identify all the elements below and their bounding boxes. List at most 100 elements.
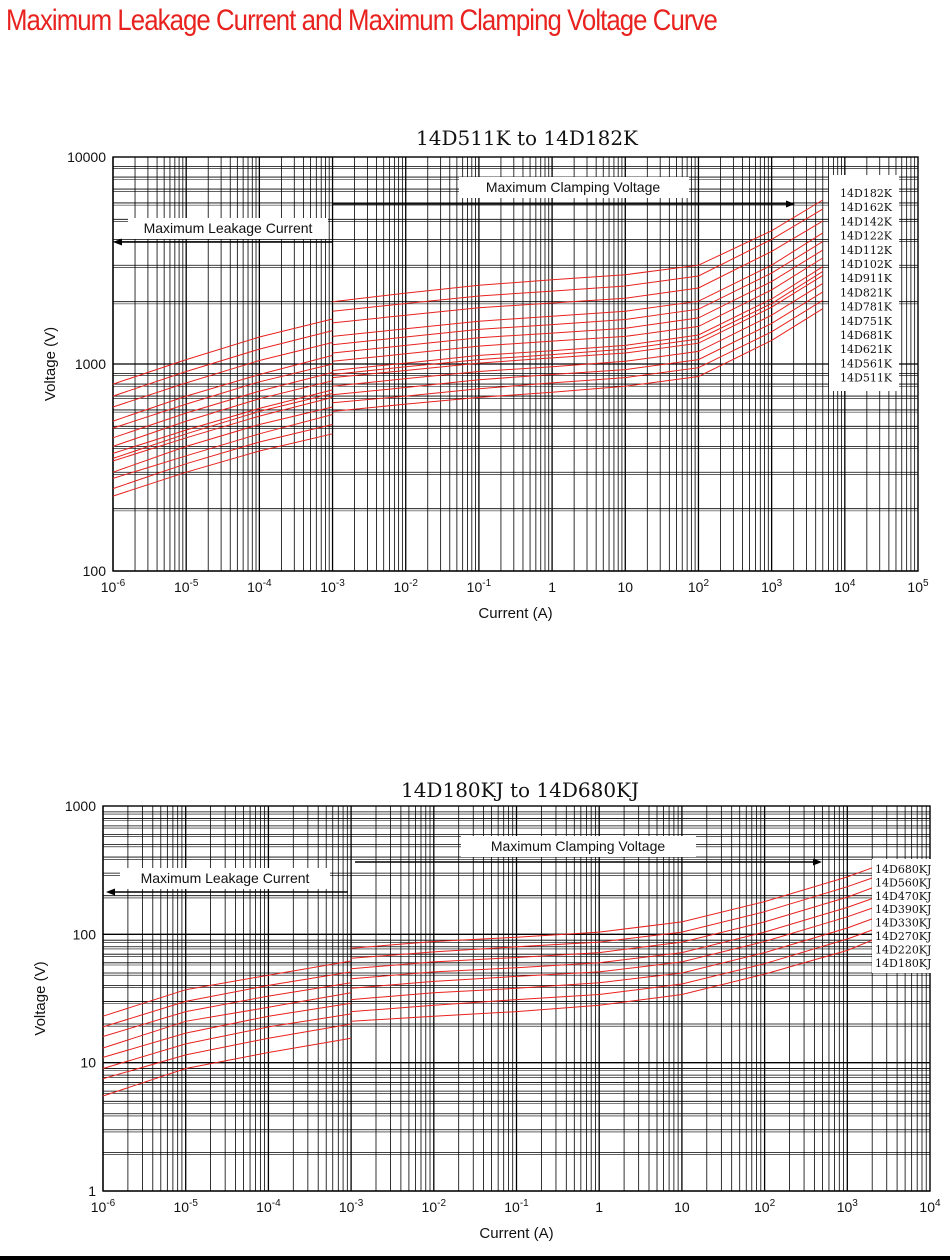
- clamping-annotation: Maximum Clamping Voltage: [491, 838, 666, 854]
- x-tick-base: 10: [617, 579, 633, 595]
- y-tick-label: 100: [73, 926, 97, 942]
- x-tick-exponent: 2: [770, 1198, 776, 1209]
- x-tick-base: 10: [837, 1199, 853, 1215]
- x-tick-label: 103: [837, 1198, 859, 1215]
- x-tick-base: 10: [339, 1199, 355, 1215]
- grid: [102, 805, 931, 1192]
- legend-entry: 14D470KJ: [875, 890, 931, 903]
- legend-entry: 14D122K: [840, 230, 893, 243]
- x-tick-label: 10: [674, 1199, 690, 1215]
- x-tick-exponent: -5: [189, 1198, 198, 1209]
- x-tick-label: 10-6: [101, 578, 126, 595]
- curve-clamping-14d751k: [332, 274, 824, 379]
- legend-entry: 14D220KJ: [875, 943, 931, 956]
- curve-clamping-14d821k: [332, 266, 824, 371]
- x-tick-base: 10: [393, 579, 409, 595]
- series-curves: [112, 199, 824, 497]
- x-tick-exponent: -1: [482, 578, 491, 589]
- bottom-rule: [0, 1256, 950, 1260]
- legend-entry: 14D112K: [840, 244, 893, 257]
- curve-leakage-14d821k: [112, 389, 333, 454]
- series-curves: [102, 867, 873, 1097]
- page-title: Maximum Leakage Current and Maximum Clam…: [6, 4, 718, 37]
- legend-entry: 14D102K: [840, 258, 893, 271]
- y-tick-label: 1000: [65, 798, 96, 814]
- x-tick-label: 1: [595, 1199, 603, 1215]
- legend-entry: 14D560KJ: [875, 876, 931, 889]
- legend-entry: 14D621K: [840, 343, 893, 356]
- clamping-arrow-head: [813, 858, 822, 866]
- curve-clamping-14d511k: [332, 308, 824, 412]
- chart-title: 14D180KJ to 14D680KJ: [401, 778, 639, 802]
- x-tick-label: 10-3: [320, 578, 345, 595]
- y-tick-label: 100: [83, 563, 107, 579]
- legend-entry: 14D561K: [840, 357, 893, 370]
- curve-clamping-14d390kj: [351, 898, 873, 980]
- y-axis-label: Voltage (V): [32, 961, 49, 1035]
- curve-leakage-14d142k: [112, 342, 333, 408]
- x-tick-label: 10-3: [339, 1198, 364, 1215]
- x-tick-base: 10: [907, 579, 923, 595]
- leakage-annotation: Maximum Leakage Current: [141, 870, 310, 886]
- leakage-annotation: Maximum Leakage Current: [144, 220, 313, 236]
- curve-leakage-14d470kj: [102, 982, 352, 1037]
- x-tick-exponent: -2: [409, 578, 418, 589]
- x-tick-base: 1: [548, 579, 556, 595]
- curve-leakage-14d220kj: [102, 1023, 352, 1080]
- x-tick-base: 10: [247, 579, 263, 595]
- x-tick-base: 10: [467, 579, 483, 595]
- clamping-annotation: Maximum Clamping Voltage: [486, 179, 661, 195]
- x-tick-label: 103: [761, 578, 783, 595]
- leakage-label-bg: [120, 868, 330, 889]
- x-axis-label: Current (A): [479, 1225, 553, 1242]
- curve-clamping-14d122k: [332, 232, 824, 337]
- x-tick-base: 10: [320, 579, 336, 595]
- plot-frame: [112, 156, 919, 572]
- curve-clamping-14d112k: [332, 241, 824, 346]
- curve-clamping-14d330kj: [351, 907, 873, 989]
- x-tick-base: 10: [174, 579, 190, 595]
- curve-clamping-14d220kj: [351, 929, 873, 1013]
- curve-leakage-14d102k: [112, 372, 333, 439]
- curve-clamping-14d680kj: [351, 867, 873, 949]
- x-tick-exponent: -2: [437, 1198, 446, 1209]
- legend-entry: 14D390KJ: [875, 903, 931, 916]
- x-tick-label: 10-2: [422, 1198, 447, 1215]
- legend-entry: 14D142K: [840, 215, 893, 228]
- x-tick-base: 10: [834, 579, 850, 595]
- x-tick-base: 10: [674, 1199, 690, 1215]
- x-tick-exponent: -1: [520, 1198, 529, 1209]
- curve-clamping-14d270kj: [351, 918, 873, 1001]
- legend-entry: 14D330KJ: [875, 917, 931, 930]
- x-tick-exponent: -6: [116, 578, 125, 589]
- x-tick-base: 10: [422, 1199, 438, 1215]
- x-tick-label: 102: [754, 1198, 776, 1215]
- curve-clamping-14d681k: [332, 282, 824, 387]
- curve-clamping-14d781k: [332, 270, 824, 375]
- legend-entry: 14D751K: [840, 315, 893, 328]
- curve-leakage-14d180kj: [102, 1037, 352, 1097]
- x-tick-base: 10: [173, 1199, 189, 1215]
- curve-leakage-14d680kj: [102, 960, 352, 1017]
- x-tick-label: 1: [548, 579, 556, 595]
- curve-clamping-14d180kj: [351, 939, 873, 1022]
- curve-clamping-14d911k: [332, 257, 824, 362]
- x-tick-label: 10-5: [173, 1198, 198, 1215]
- legend-entry: 14D681K: [840, 329, 893, 342]
- legend-entry: 14D680KJ: [875, 863, 931, 876]
- x-tick-base: 10: [101, 579, 117, 595]
- y-tick-label: 10000: [67, 149, 106, 165]
- curve-leakage-14d781k: [112, 393, 333, 459]
- curve-clamping-14d142k: [332, 220, 824, 324]
- x-tick-label: 105: [907, 578, 929, 595]
- leakage-arrow-head: [113, 238, 122, 246]
- legend-entry: 14D270KJ: [875, 930, 931, 943]
- x-tick-base: 10: [919, 1199, 935, 1215]
- x-tick-exponent: 5: [923, 578, 929, 589]
- curve-clamping-14d182k: [332, 199, 824, 303]
- legend-entry: 14D511K: [840, 372, 893, 385]
- x-tick-label: 102: [688, 578, 710, 595]
